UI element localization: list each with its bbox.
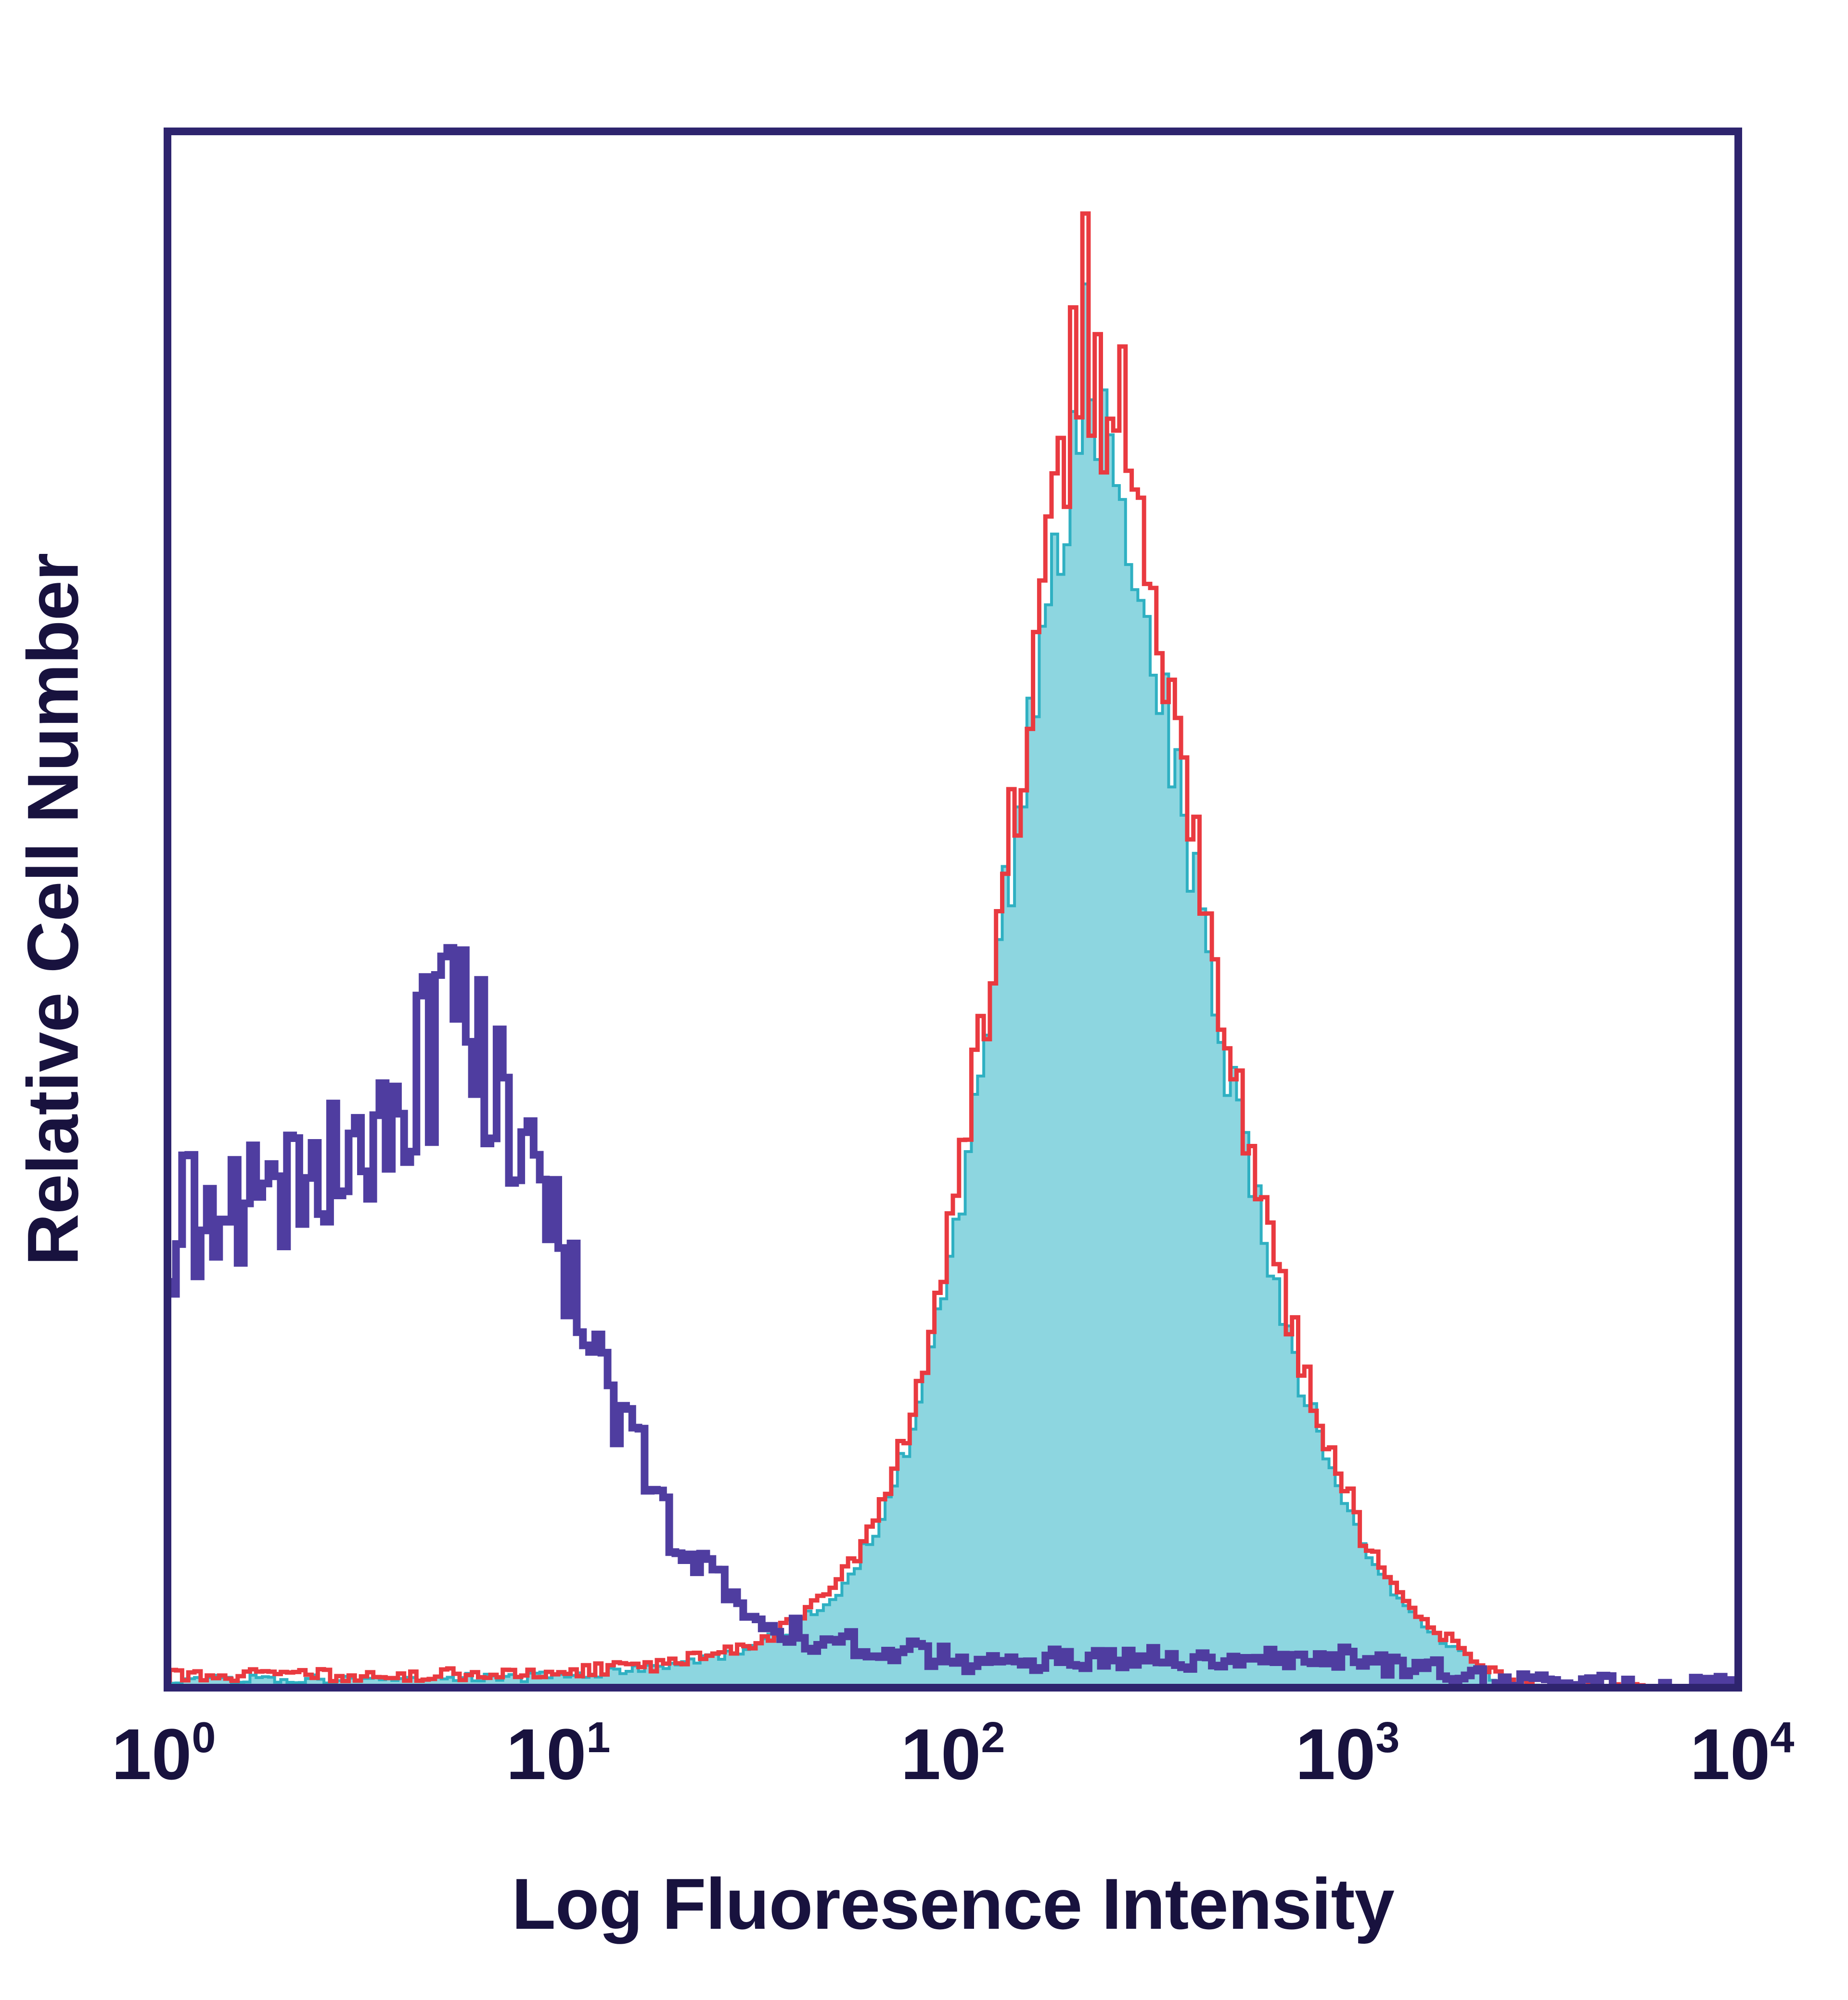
tick-base: 10	[111, 1714, 192, 1795]
tick-exponent: 0	[192, 1714, 216, 1762]
x-tick-label-10e3: 103	[1296, 1716, 1400, 1790]
stained-filled-cyan-trace	[164, 282, 1742, 1692]
tick-exponent: 2	[981, 1714, 1005, 1762]
x-axis-label: Log Fluoresence Intensity	[512, 1863, 1395, 1944]
tick-exponent: 1	[586, 1714, 611, 1762]
tick-base: 10	[506, 1714, 587, 1795]
histogram-plot-svg	[164, 128, 1742, 1692]
x-tick-label-10e1: 101	[506, 1716, 611, 1790]
x-tick-label-10e2: 102	[901, 1716, 1005, 1790]
tick-base: 10	[1690, 1714, 1771, 1795]
plot-area	[164, 128, 1742, 1692]
y-axis-label: Relative Cell Number	[12, 553, 93, 1266]
tick-exponent: 3	[1375, 1714, 1400, 1762]
negative-control-purple-trace	[164, 944, 1742, 1692]
x-tick-label-10e4: 104	[1690, 1716, 1795, 1790]
x-tick-label-10e0: 100	[112, 1716, 216, 1790]
tick-base: 10	[1295, 1714, 1376, 1795]
axes-frame	[164, 128, 1742, 1692]
stained-red-outline-trace	[164, 211, 1742, 1692]
tick-base: 10	[900, 1714, 981, 1795]
tick-exponent: 4	[1770, 1714, 1795, 1762]
